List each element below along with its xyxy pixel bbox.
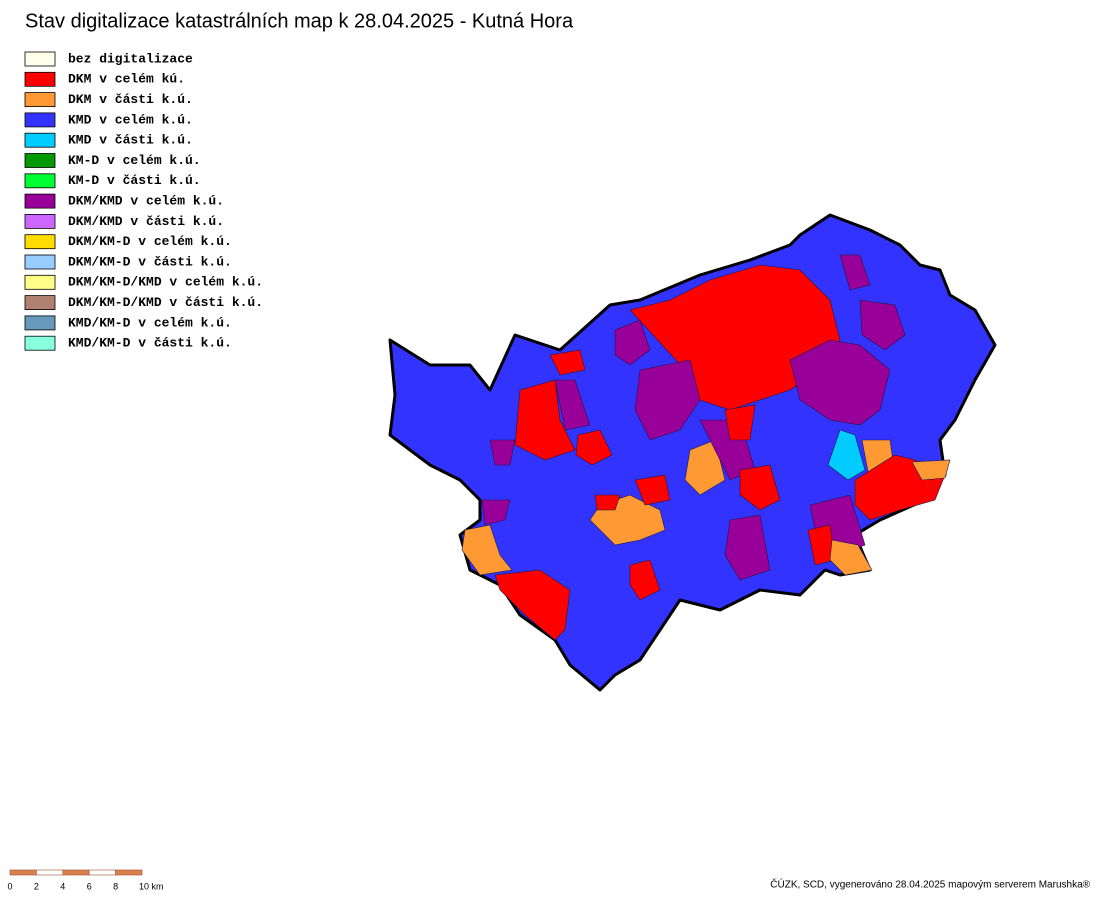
region — [489, 439, 516, 466]
legend-swatch — [24, 213, 56, 229]
region — [554, 379, 591, 431]
scale-label: 6 — [87, 881, 92, 891]
region — [549, 349, 586, 376]
scale-segment — [62, 869, 90, 876]
region — [827, 429, 866, 481]
map-title: Stav digitalizace katastrálních map k 28… — [25, 10, 574, 32]
scale-label: 0 — [7, 881, 12, 891]
scale-bar: 0 2 4 6 8 10 km — [7, 869, 164, 891]
legend-swatch — [24, 335, 56, 351]
legend-swatch — [24, 234, 56, 250]
legend-label: DKM/KM-D v celém k.ú. — [68, 234, 232, 249]
legend-label: DKM/KMD v celém k.ú. — [68, 194, 224, 209]
region — [594, 494, 621, 511]
legend-swatch — [24, 295, 56, 311]
legend-label: KMD v části k.ú. — [68, 133, 193, 148]
region — [859, 299, 906, 351]
scale-label: 8 — [113, 881, 118, 891]
legend-label: KM-D v celém k.ú. — [68, 153, 201, 168]
region — [911, 459, 951, 481]
legend-swatch — [24, 51, 56, 67]
legend-label: DKM v části k.ú. — [68, 92, 193, 107]
region — [829, 539, 873, 576]
legend-label: bez digitalizace — [68, 51, 193, 66]
region — [634, 359, 701, 441]
scale-segment — [88, 869, 116, 876]
region — [614, 319, 651, 366]
legend-label: KMD/KM-D v celém k.ú. — [68, 315, 232, 330]
region — [839, 254, 871, 291]
map — [388, 213, 997, 692]
region — [461, 524, 513, 576]
legend-swatch — [24, 71, 56, 87]
legend-swatch — [24, 153, 56, 168]
scale-segment — [9, 869, 37, 876]
legend-label: KMD v celém k.ú. — [68, 112, 193, 127]
legend-swatch — [24, 132, 56, 148]
scale-label: 10 km — [139, 881, 164, 891]
legend: bez digitalizace DKM v celém kú. DKM v čás… — [24, 51, 263, 351]
scale-label: 2 — [34, 881, 39, 891]
legend-label: KMD/KM-D v části k.ú. — [68, 336, 232, 351]
region — [724, 514, 771, 581]
legend-label: DKM/KM-D v části k.ú. — [68, 254, 232, 269]
region — [575, 429, 613, 466]
legend-label: DKM/KM-D/KMD v části k.ú. — [68, 295, 263, 310]
region — [789, 339, 891, 426]
region — [481, 499, 511, 526]
legend-swatch — [24, 274, 56, 290]
region — [739, 464, 781, 511]
legend-label: KM-D v části k.ú. — [68, 173, 201, 188]
region — [634, 474, 671, 506]
legend-label: DKM v celém kú. — [68, 72, 185, 87]
legend-swatch — [24, 112, 56, 128]
legend-swatch — [24, 193, 56, 209]
region — [724, 404, 756, 441]
scale-segment — [115, 869, 143, 876]
scale-label: 4 — [60, 881, 65, 891]
legend-swatch — [24, 254, 56, 270]
region — [629, 559, 661, 601]
scale-segment — [36, 869, 64, 876]
footer-credit: ČÚZK, SCD, vygenerováno 28.04.2025 mapov… — [770, 878, 1090, 891]
legend-label: DKM/KM-D/KMD v celém k.ú. — [68, 275, 263, 290]
legend-swatch — [24, 92, 56, 107]
legend-label: DKM/KMD v části k.ú. — [68, 214, 224, 229]
legend-swatch — [24, 173, 56, 189]
legend-swatch — [24, 315, 56, 331]
region — [494, 569, 571, 641]
